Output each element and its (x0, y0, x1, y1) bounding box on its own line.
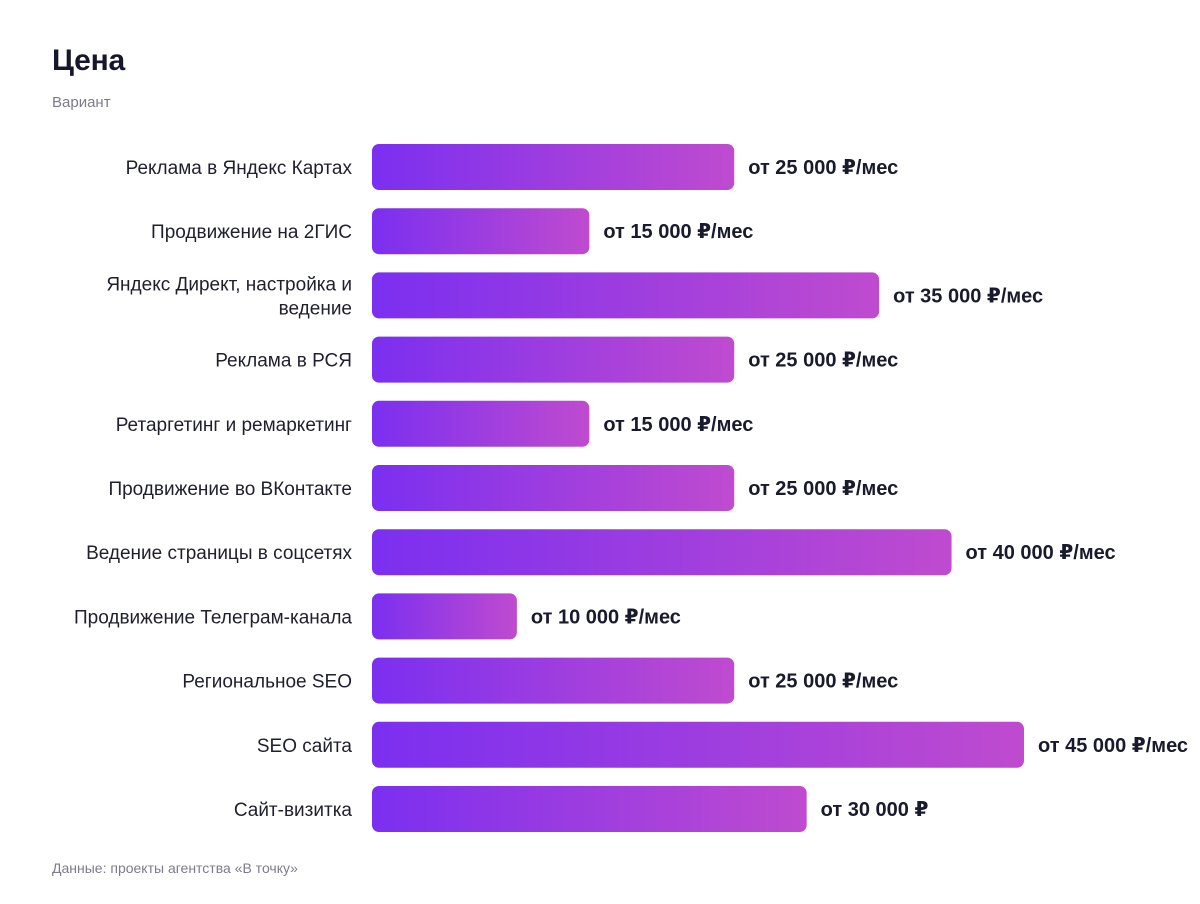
value-label: от 25 000 ₽/мес (748, 157, 898, 179)
value-label: от 35 000 ₽/мес (893, 285, 1043, 307)
category-label: Продвижение Телеграм-канала (74, 607, 352, 628)
value-label: от 45 000 ₽/мес (1038, 735, 1188, 757)
category-label: Реклама в РСЯ (215, 351, 352, 372)
bar (372, 400, 590, 447)
value-label: от 25 000 ₽/мес (748, 478, 898, 500)
data-source-note: Данные: проекты агентства «В точку» (52, 860, 298, 876)
bar (372, 208, 590, 255)
bar (372, 465, 735, 511)
category-label: Продвижение на 2ГИС (151, 222, 352, 243)
category-label: SEO сайта (257, 736, 353, 757)
value-label: от 40 000 ₽/мес (966, 542, 1116, 564)
category-label: Реклама в Яндекс Картах (126, 158, 353, 179)
value-label: от 25 000 ₽/мес (748, 671, 898, 693)
chart-title: Цена (52, 44, 125, 77)
value-label: от 25 000 ₽/мес (748, 350, 898, 372)
category-label: Яндекс Директ, настройка и ведение (106, 274, 352, 319)
bar (372, 657, 735, 704)
bar (372, 272, 880, 319)
bar (372, 336, 735, 383)
category-label: Продвижение во ВКонтакте (108, 479, 352, 500)
value-label: от 10 000 ₽/мес (531, 606, 681, 628)
value-label: от 30 000 ₽ (821, 799, 929, 821)
value-label: от 15 000 ₽/мес (603, 221, 753, 243)
bar (372, 721, 1024, 768)
bar (372, 529, 952, 576)
category-label: Ретаргетинг и ремаркетинг (116, 415, 352, 436)
value-label: от 15 000 ₽/мес (603, 414, 753, 436)
category-label: Сайт-визитка (234, 800, 353, 821)
bar (372, 593, 517, 640)
bars-layer: Реклама в Яндекс Картах от 25 000 ₽/мес Пр… (74, 144, 1188, 832)
bar (372, 786, 807, 832)
category-label: Региональное SEO (182, 672, 352, 693)
bar (372, 144, 735, 190)
chart-subtitle: Вариант (52, 94, 111, 111)
category-label: Ведение страницы в соцсетях (86, 543, 352, 564)
